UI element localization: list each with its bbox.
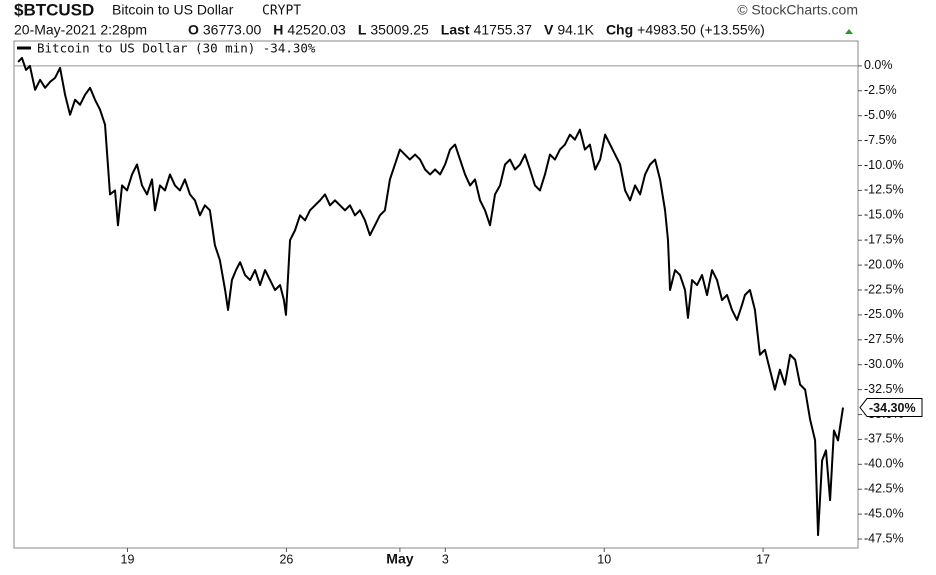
y-tick-label: -40.0%	[864, 457, 904, 471]
stat-label: O	[188, 22, 199, 38]
y-tick-label: -47.5%	[864, 531, 904, 545]
x-tick-label: 3	[442, 552, 449, 566]
brand: © StockCharts.com	[737, 2, 858, 18]
y-tick-label: -10.0%	[864, 158, 904, 172]
y-tick-label: -2.5%	[864, 83, 897, 97]
y-tick-label: -42.5%	[864, 482, 904, 496]
y-tick-label: -30.0%	[864, 357, 904, 371]
x-tick-label: 10	[597, 552, 611, 566]
y-tick-label: -37.5%	[864, 432, 904, 446]
stat-value: 41755.37	[474, 22, 533, 38]
y-tick-label: 0.0%	[864, 58, 893, 72]
stats: O 36773.00 H 42520.03 L 35009.25 Last 41755.37 V…	[188, 22, 765, 38]
datetime: 20-May-2021 2:28pm	[14, 22, 147, 38]
y-tick-label: -22.5%	[864, 282, 904, 296]
price-line	[17, 56, 845, 537]
y-tick-label: -25.0%	[864, 307, 904, 321]
last-value-tag	[859, 398, 923, 418]
y-tick-label: -27.5%	[864, 332, 904, 346]
y-tick-label: -7.5%	[864, 133, 897, 147]
last-value-label: -34.30%	[869, 401, 916, 415]
up-arrow	[845, 29, 853, 34]
stat-label: L	[358, 22, 367, 38]
stat-value: 42520.03	[287, 22, 346, 38]
x-tick-label: 19	[121, 552, 135, 566]
y-tick-label: -5.0%	[864, 108, 897, 122]
stat-label: H	[273, 22, 283, 38]
x-tick-label: 26	[279, 552, 293, 566]
y-tick-label: -15.0%	[864, 208, 904, 222]
stat-value: +4983.50 (+13.55%)	[637, 22, 765, 38]
x-tick-label: May	[386, 551, 413, 567]
symbol: $BTCUSD	[14, 0, 94, 19]
stat-label: Chg	[606, 22, 633, 38]
security-name: Bitcoin to US Dollar	[112, 2, 234, 18]
legend-label: Bitcoin to US Dollar (30 min) -34.30%	[37, 41, 316, 56]
exchange: CRYPT	[262, 4, 301, 19]
stat-label: V	[544, 22, 554, 38]
y-tick-label: -45.0%	[864, 506, 904, 520]
x-tick-label: 17	[756, 552, 770, 566]
stat-label: Last	[441, 22, 470, 38]
y-tick-label: -20.0%	[864, 257, 904, 271]
y-tick-label: -12.5%	[864, 183, 904, 197]
plot-frame	[13, 40, 859, 549]
y-tick-label: -32.5%	[864, 382, 904, 396]
y-tick-label: -17.5%	[864, 233, 904, 247]
stat-value: 94.1K	[557, 22, 594, 38]
stat-value: 36773.00	[203, 22, 262, 38]
stat-value: 35009.25	[370, 22, 429, 38]
